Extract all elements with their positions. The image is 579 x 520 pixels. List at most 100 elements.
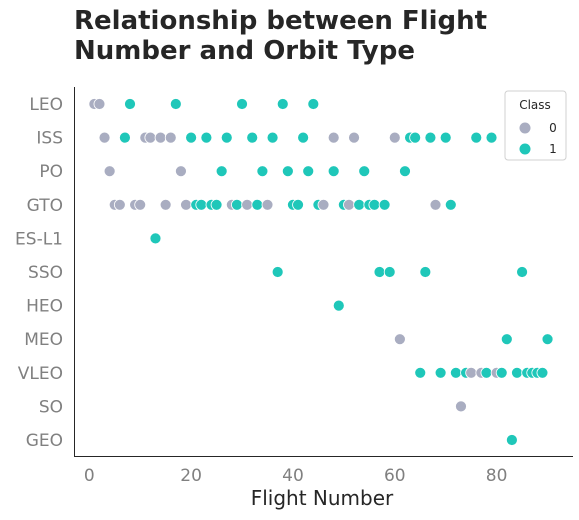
data-point <box>231 198 243 211</box>
y-tick-label: ES-L1 <box>15 229 63 249</box>
data-point <box>256 165 269 178</box>
y-tick-label: GTO <box>27 196 63 216</box>
data-point <box>144 131 157 144</box>
y-tick-label: PO <box>39 162 63 182</box>
data-point <box>449 366 462 379</box>
data-point <box>409 131 422 144</box>
data-point <box>480 366 493 379</box>
x-tick-label: 60 <box>384 466 406 486</box>
x-axis-label: Flight Number <box>251 486 394 510</box>
data-point <box>348 131 360 144</box>
y-tick-label: GEO <box>26 431 63 451</box>
data-point <box>343 198 355 211</box>
data-point <box>215 165 228 178</box>
data-point <box>113 198 126 211</box>
data-point <box>383 266 396 278</box>
data-point <box>180 198 192 211</box>
y-tick-label: HEO <box>26 297 63 317</box>
y-tick-label: VLEO <box>18 364 63 384</box>
data-point <box>124 98 136 110</box>
data-point <box>307 98 320 110</box>
data-point <box>500 333 513 346</box>
x-tick-label: 40 <box>282 466 304 486</box>
data-point <box>98 131 111 144</box>
data-point <box>251 198 264 211</box>
data-point <box>399 165 411 178</box>
data-point <box>439 131 452 144</box>
data-point <box>505 434 518 446</box>
data-point <box>373 266 386 278</box>
data-point <box>393 333 406 346</box>
data-point <box>159 198 172 211</box>
y-tick-label: SO <box>39 397 63 417</box>
data-point <box>210 198 223 211</box>
y-tick-label: LEO <box>29 95 63 115</box>
legend-label-0: 0 <box>549 121 557 135</box>
data-point <box>429 198 442 211</box>
data-point <box>388 131 401 144</box>
data-point <box>93 98 106 110</box>
data-point <box>516 266 528 278</box>
chart-title: Relationship between Flight Number and O… <box>74 6 488 66</box>
y-tick-label: ISS <box>36 129 63 149</box>
legend-box <box>504 90 567 161</box>
data-point <box>358 165 371 178</box>
data-point <box>200 131 213 144</box>
data-point <box>220 131 233 144</box>
data-point <box>327 131 340 144</box>
y-tick-label: MEO <box>24 330 63 350</box>
data-point <box>368 198 381 211</box>
data-point <box>434 366 447 379</box>
legend-marker-0 <box>519 122 531 134</box>
data-point <box>327 165 340 178</box>
data-point <box>465 366 478 379</box>
data-point <box>419 266 432 278</box>
data-point <box>271 266 284 278</box>
legend-title: Class <box>519 98 551 112</box>
data-point <box>485 131 498 144</box>
data-point <box>169 98 182 110</box>
data-point <box>317 198 330 211</box>
legend-label-1: 1 <box>549 142 557 156</box>
data-point <box>353 198 366 211</box>
x-tick-label: 0 <box>84 466 95 486</box>
data-point <box>154 131 167 144</box>
data-point <box>134 198 147 211</box>
data-point <box>103 165 116 178</box>
x-tick-label: 20 <box>180 466 202 486</box>
data-point <box>297 131 310 144</box>
data-point <box>444 198 457 211</box>
data-point <box>378 198 391 211</box>
y-tick-label: SSO <box>28 263 63 283</box>
data-point <box>292 198 304 211</box>
data-point <box>455 400 467 413</box>
data-point <box>185 131 198 144</box>
data-point <box>149 232 162 245</box>
data-point <box>414 366 427 379</box>
data-point <box>266 131 279 144</box>
legend-marker-1 <box>519 143 531 155</box>
data-point <box>241 198 254 211</box>
x-tick-label: 80 <box>486 466 508 486</box>
data-point <box>195 198 208 211</box>
data-point <box>332 299 345 312</box>
data-point <box>261 198 274 211</box>
data-point <box>119 131 131 144</box>
points-layer <box>88 98 554 446</box>
data-point <box>164 131 177 144</box>
y-tick-labels: LEO ISS PO GTO ES-L1 SSO HEO MEO VLEO SO GEO <box>15 95 63 451</box>
data-point <box>470 131 483 144</box>
data-point <box>511 366 523 379</box>
data-point <box>236 98 248 110</box>
data-point <box>175 165 187 178</box>
data-point <box>276 98 289 110</box>
data-point <box>541 333 554 346</box>
data-point <box>246 131 259 144</box>
data-point <box>536 366 549 379</box>
legend: Class 0 1 <box>504 90 567 161</box>
data-point <box>302 165 315 178</box>
data-point <box>495 366 508 379</box>
data-point <box>424 131 437 144</box>
data-point <box>281 165 294 178</box>
